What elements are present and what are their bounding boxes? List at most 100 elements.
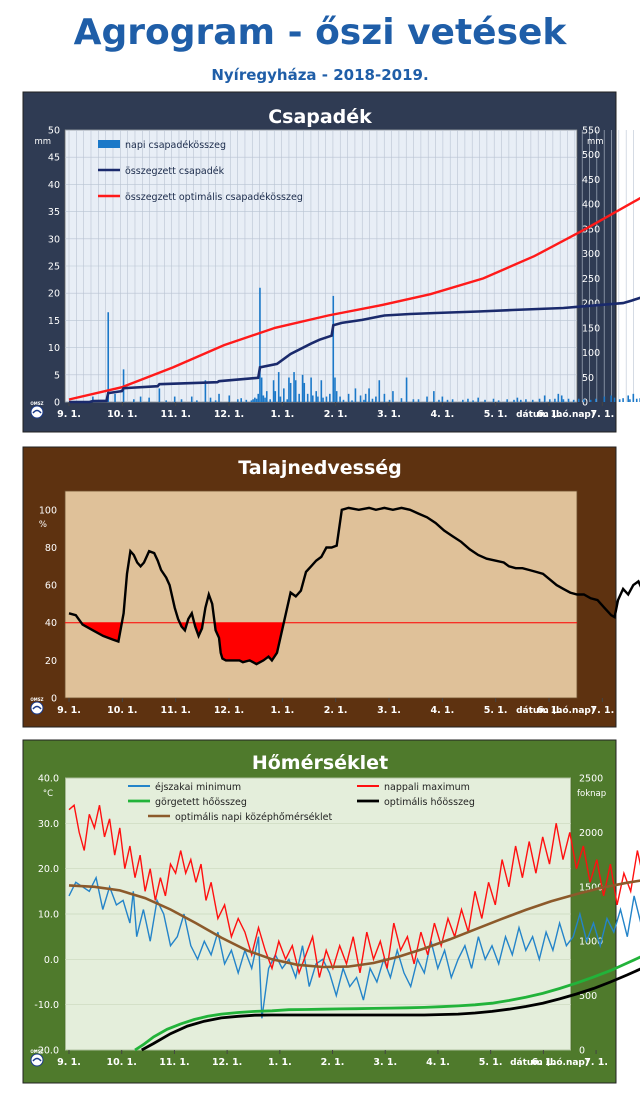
y2-tick-label: 550 [582,126,600,137]
daily-precip-bar [484,399,486,402]
logo-icon [30,1053,44,1067]
daily-precip-bar [412,399,415,402]
daily-precip-bar [441,396,444,402]
daily-precip-bar [294,380,297,402]
daily-precip-bar [279,396,282,402]
x-tick-label: 1. 1. [270,409,294,420]
y-tick-label: 15 [48,316,60,327]
y-tick-label: -20.0 [34,1046,59,1057]
daily-precip-bar [332,295,335,402]
y2-tick-label: 200 [582,299,600,310]
daily-precip-bar [363,399,365,402]
daily-precip-bar [303,382,306,402]
daily-precip-bar [329,393,331,402]
daily-precip-bar [560,395,563,402]
daily-precip-bar [334,377,336,402]
omsz-logo: OMSZ [30,697,44,715]
y2-tick-label: 100 [582,348,600,359]
daily-precip-bar [148,397,150,402]
x-tick-label: 12. 1. [214,409,244,420]
x-tick-label: 5. 1. [484,705,508,716]
y-tick-label: 30 [48,234,60,245]
daily-precip-bar [375,396,377,402]
daily-precip-bar [180,399,183,402]
daily-precip-bar [214,400,217,402]
x-tick-label: 6. 1. [537,705,561,716]
daily-precip-bar [400,398,403,402]
daily-precip-bar [228,395,231,402]
y2-tick-label: 2000 [579,828,603,839]
daily-precip-bar [632,393,635,402]
daily-precip-bar [557,393,560,402]
y-unit-label: mm [34,137,51,147]
daily-precip-bar [359,395,362,402]
daily-precip-bar [320,380,323,402]
y2-unit-label: foknap [577,789,606,799]
daily-precip-bar [173,396,176,402]
daily-precip-bar [497,400,500,402]
daily-precip-bar [347,393,350,402]
x-tick-label: 12. 1. [214,705,244,716]
daily-precip-bar [392,391,394,402]
x-tick-label: 10. 1. [107,409,137,420]
daily-precip-bar [417,399,420,402]
daily-precip-bar [158,388,161,402]
daily-precip-bar [610,395,612,402]
daily-precip-bar [572,399,575,402]
x-tick-label: 7. 1. [590,705,614,716]
daily-precip-bar [196,400,198,402]
daily-precip-bar [635,398,638,402]
daily-precip-bar [627,395,630,402]
daily-precip-bar [264,397,266,402]
daily-precip-bar [467,398,469,402]
y-unit-label: °C [43,789,53,799]
daily-precip-bar [262,395,265,402]
optimal-cumulative-line [68,196,640,401]
legend-bar-swatch [98,140,120,148]
daily-precip-bar [312,395,314,402]
y-unit-label: % [39,520,47,530]
y-tick-label: 20 [45,656,57,667]
logo-icon [30,701,44,715]
y2-tick-label: 450 [582,175,600,186]
y-tick-label: 0 [51,694,57,705]
legend-label-max: nappali maximum [384,782,470,793]
y2-tick-label: 400 [582,200,600,211]
deficit-area [214,622,283,665]
y-tick-label: 0.0 [44,955,59,966]
daily-precip-bar [405,377,408,402]
y2-tick-label: 350 [582,224,600,235]
temperature-title: Hőmérséklet [252,752,388,774]
daily-precip-bar [218,393,220,402]
x-tick-label: 3. 1. [373,1057,397,1068]
y-tick-label: 40 [48,180,60,191]
x-axis-label: dátum (hó.nap) [516,409,595,420]
daily-precip-bar [310,377,312,402]
daily-precip-bar [255,398,258,402]
night-minimum-line [68,875,640,1019]
daily-precip-bar [562,399,565,402]
daily-precip-bar [260,377,263,402]
x-tick-label: 4. 1. [430,409,454,420]
omsz-logo: OMSZ [30,401,44,419]
x-tick-label: 11. 1. [160,409,190,420]
y2-tick-label: 150 [582,323,600,334]
daily-precip-bar [259,287,261,402]
daily-precip-bar [477,397,479,402]
y-tick-label: 45 [48,153,60,164]
x-tick-label: 11. 1. [160,705,190,716]
logo-icon [30,405,44,419]
x-axis-label: dátum (hó.nap) [516,705,595,716]
omsz-logo: OMSZ [30,1049,44,1067]
daily-precip-bar [554,398,556,402]
page-subtitle: Nyíregyháza - 2018-2019. [211,66,429,84]
y2-tick-label: 500 [582,150,600,161]
x-tick-label: 12. 1. [212,1057,242,1068]
daily-precip-bar [462,399,464,402]
daily-precip-bar [622,398,624,402]
y-tick-label: 40 [45,618,57,629]
y2-tick-label: 1000 [579,937,603,948]
daily-precip-bar [288,377,290,402]
daily-precip-bar [342,399,345,402]
daily-precip-bar [209,397,212,402]
